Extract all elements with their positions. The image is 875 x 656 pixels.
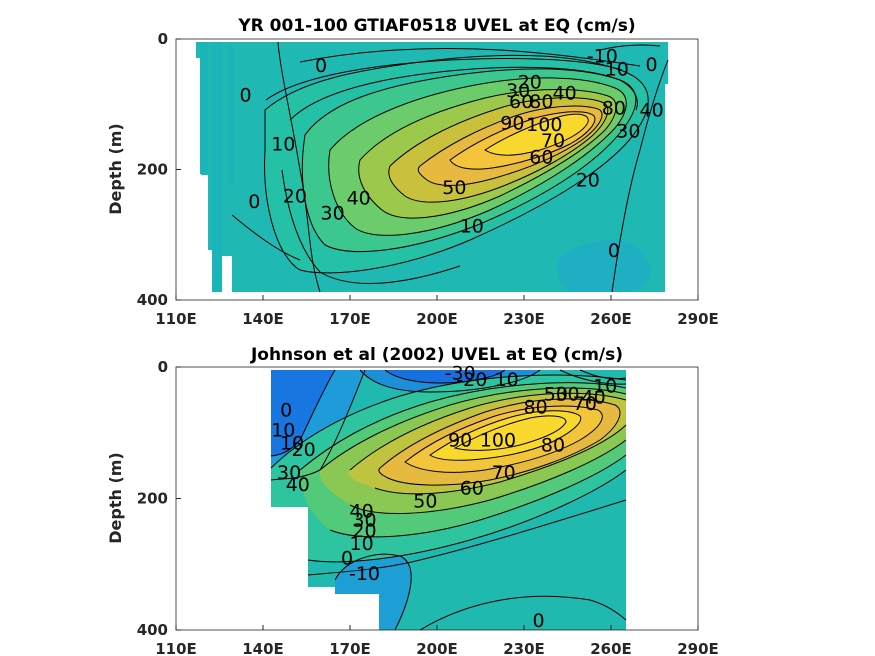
- contour-label: 80: [541, 435, 565, 457]
- panel-top: YR 001-100 GTIAF0518 UVEL at EQ (cm/s): [106, 16, 719, 328]
- contour-label: 0: [248, 191, 260, 213]
- contour-label: 80: [524, 396, 548, 418]
- contour-label: 30: [555, 383, 579, 405]
- contour-label: 100: [526, 114, 562, 136]
- x-tick-label: 230E: [503, 640, 545, 656]
- contour-label: -10: [587, 45, 618, 67]
- contour-label: 10: [593, 375, 617, 397]
- contour-label: 20: [292, 439, 316, 461]
- x-tick-label: 110E: [155, 310, 197, 328]
- contour-label: 60: [529, 146, 553, 168]
- y-tick-label: 200: [137, 490, 168, 508]
- chart-title: YR 001-100 GTIAF0518 UVEL at EQ (cm/s): [237, 16, 635, 36]
- contour-label: 10: [271, 419, 295, 441]
- contour-label: 60: [509, 91, 533, 113]
- x-axis: 110E 140E 170E 200E 230E 260E 290E: [155, 295, 719, 328]
- contour-label: 90: [500, 113, 524, 135]
- contour-label: 80: [602, 98, 626, 120]
- contour-label: 40: [286, 474, 310, 496]
- contour-label: 40: [553, 83, 577, 105]
- y-tick-label: 200: [137, 161, 168, 179]
- contour-label: 30: [321, 203, 345, 225]
- y-axis-label: Depth (m): [106, 452, 125, 544]
- x-axis: 110E 140E 170E 200E 230E 260E 290E: [155, 625, 719, 656]
- contour-label: 10: [271, 133, 295, 155]
- x-tick-label: 140E: [242, 310, 284, 328]
- y-tick-label: 0: [158, 30, 168, 48]
- y-tick-label: 400: [137, 291, 168, 309]
- y-tick-label: 0: [158, 358, 168, 376]
- contour-label: 30: [352, 510, 376, 532]
- contour-label: 10: [605, 58, 629, 80]
- contour-label: 40: [350, 500, 374, 522]
- contour-label: 70: [573, 393, 597, 415]
- x-tick-label: 140E: [242, 640, 284, 656]
- contour-label: 50: [544, 383, 568, 405]
- contour-label: 30: [277, 462, 301, 484]
- contour-label: 10: [495, 369, 519, 391]
- y-axis: 0 200 400: [137, 30, 181, 309]
- x-tick-label: 290E: [677, 640, 719, 656]
- contour-label: -30: [445, 362, 476, 384]
- contour-label: 0: [280, 400, 292, 422]
- contour-label: 40: [640, 99, 664, 121]
- x-tick-label: 110E: [155, 640, 197, 656]
- x-tick-label: 200E: [416, 640, 458, 656]
- contour-label: 50: [413, 490, 437, 512]
- x-tick-label: 230E: [503, 310, 545, 328]
- x-tick-label: 260E: [590, 310, 632, 328]
- contour-label: -20: [456, 369, 487, 391]
- x-tick-label: 260E: [590, 640, 632, 656]
- contour-label: 100: [480, 429, 516, 451]
- panel-bottom: Johnson et al (2002) UVEL at EQ (cm/s): [106, 345, 719, 656]
- contour-label: 70: [492, 462, 516, 484]
- contour-label: -10: [349, 563, 380, 585]
- contour-label: 70: [541, 130, 565, 152]
- contour-label: 20: [283, 186, 307, 208]
- x-tick-label: 200E: [416, 310, 458, 328]
- contour-label: 60: [460, 477, 484, 499]
- contour-label: 90: [448, 429, 472, 451]
- contour-label: 0: [341, 548, 353, 570]
- contour-label: 0: [608, 240, 620, 262]
- contour-label: 20: [352, 520, 376, 542]
- y-axis-label: Depth (m): [106, 123, 125, 215]
- contour-label: 0: [646, 54, 658, 76]
- contour-label: 10: [350, 533, 374, 555]
- y-tick-label: 400: [137, 621, 168, 639]
- contour-label: 10: [460, 216, 484, 238]
- contour-label: 20: [576, 169, 600, 191]
- contour-label: 50: [442, 177, 466, 199]
- contour-label: 30: [506, 80, 530, 102]
- contour-label: 40: [582, 387, 606, 409]
- x-tick-label: 290E: [677, 310, 719, 328]
- contour-label: 80: [529, 91, 553, 113]
- contour-label: 0: [240, 84, 252, 106]
- chart-title: Johnson et al (2002) UVEL at EQ (cm/s): [250, 345, 623, 365]
- contour-label: 0: [532, 610, 544, 632]
- y-axis: 0 200 400: [137, 358, 181, 639]
- contour-label: 40: [347, 188, 371, 210]
- x-tick-label: 170E: [329, 640, 371, 656]
- contour-label: 10: [280, 433, 304, 455]
- contour-field: [196, 41, 669, 293]
- contour-label: 30: [616, 120, 640, 142]
- contour-label: 20: [518, 71, 542, 93]
- x-tick-label: 170E: [329, 310, 371, 328]
- contour-field: [270, 369, 627, 630]
- contour-label: 0: [315, 55, 327, 77]
